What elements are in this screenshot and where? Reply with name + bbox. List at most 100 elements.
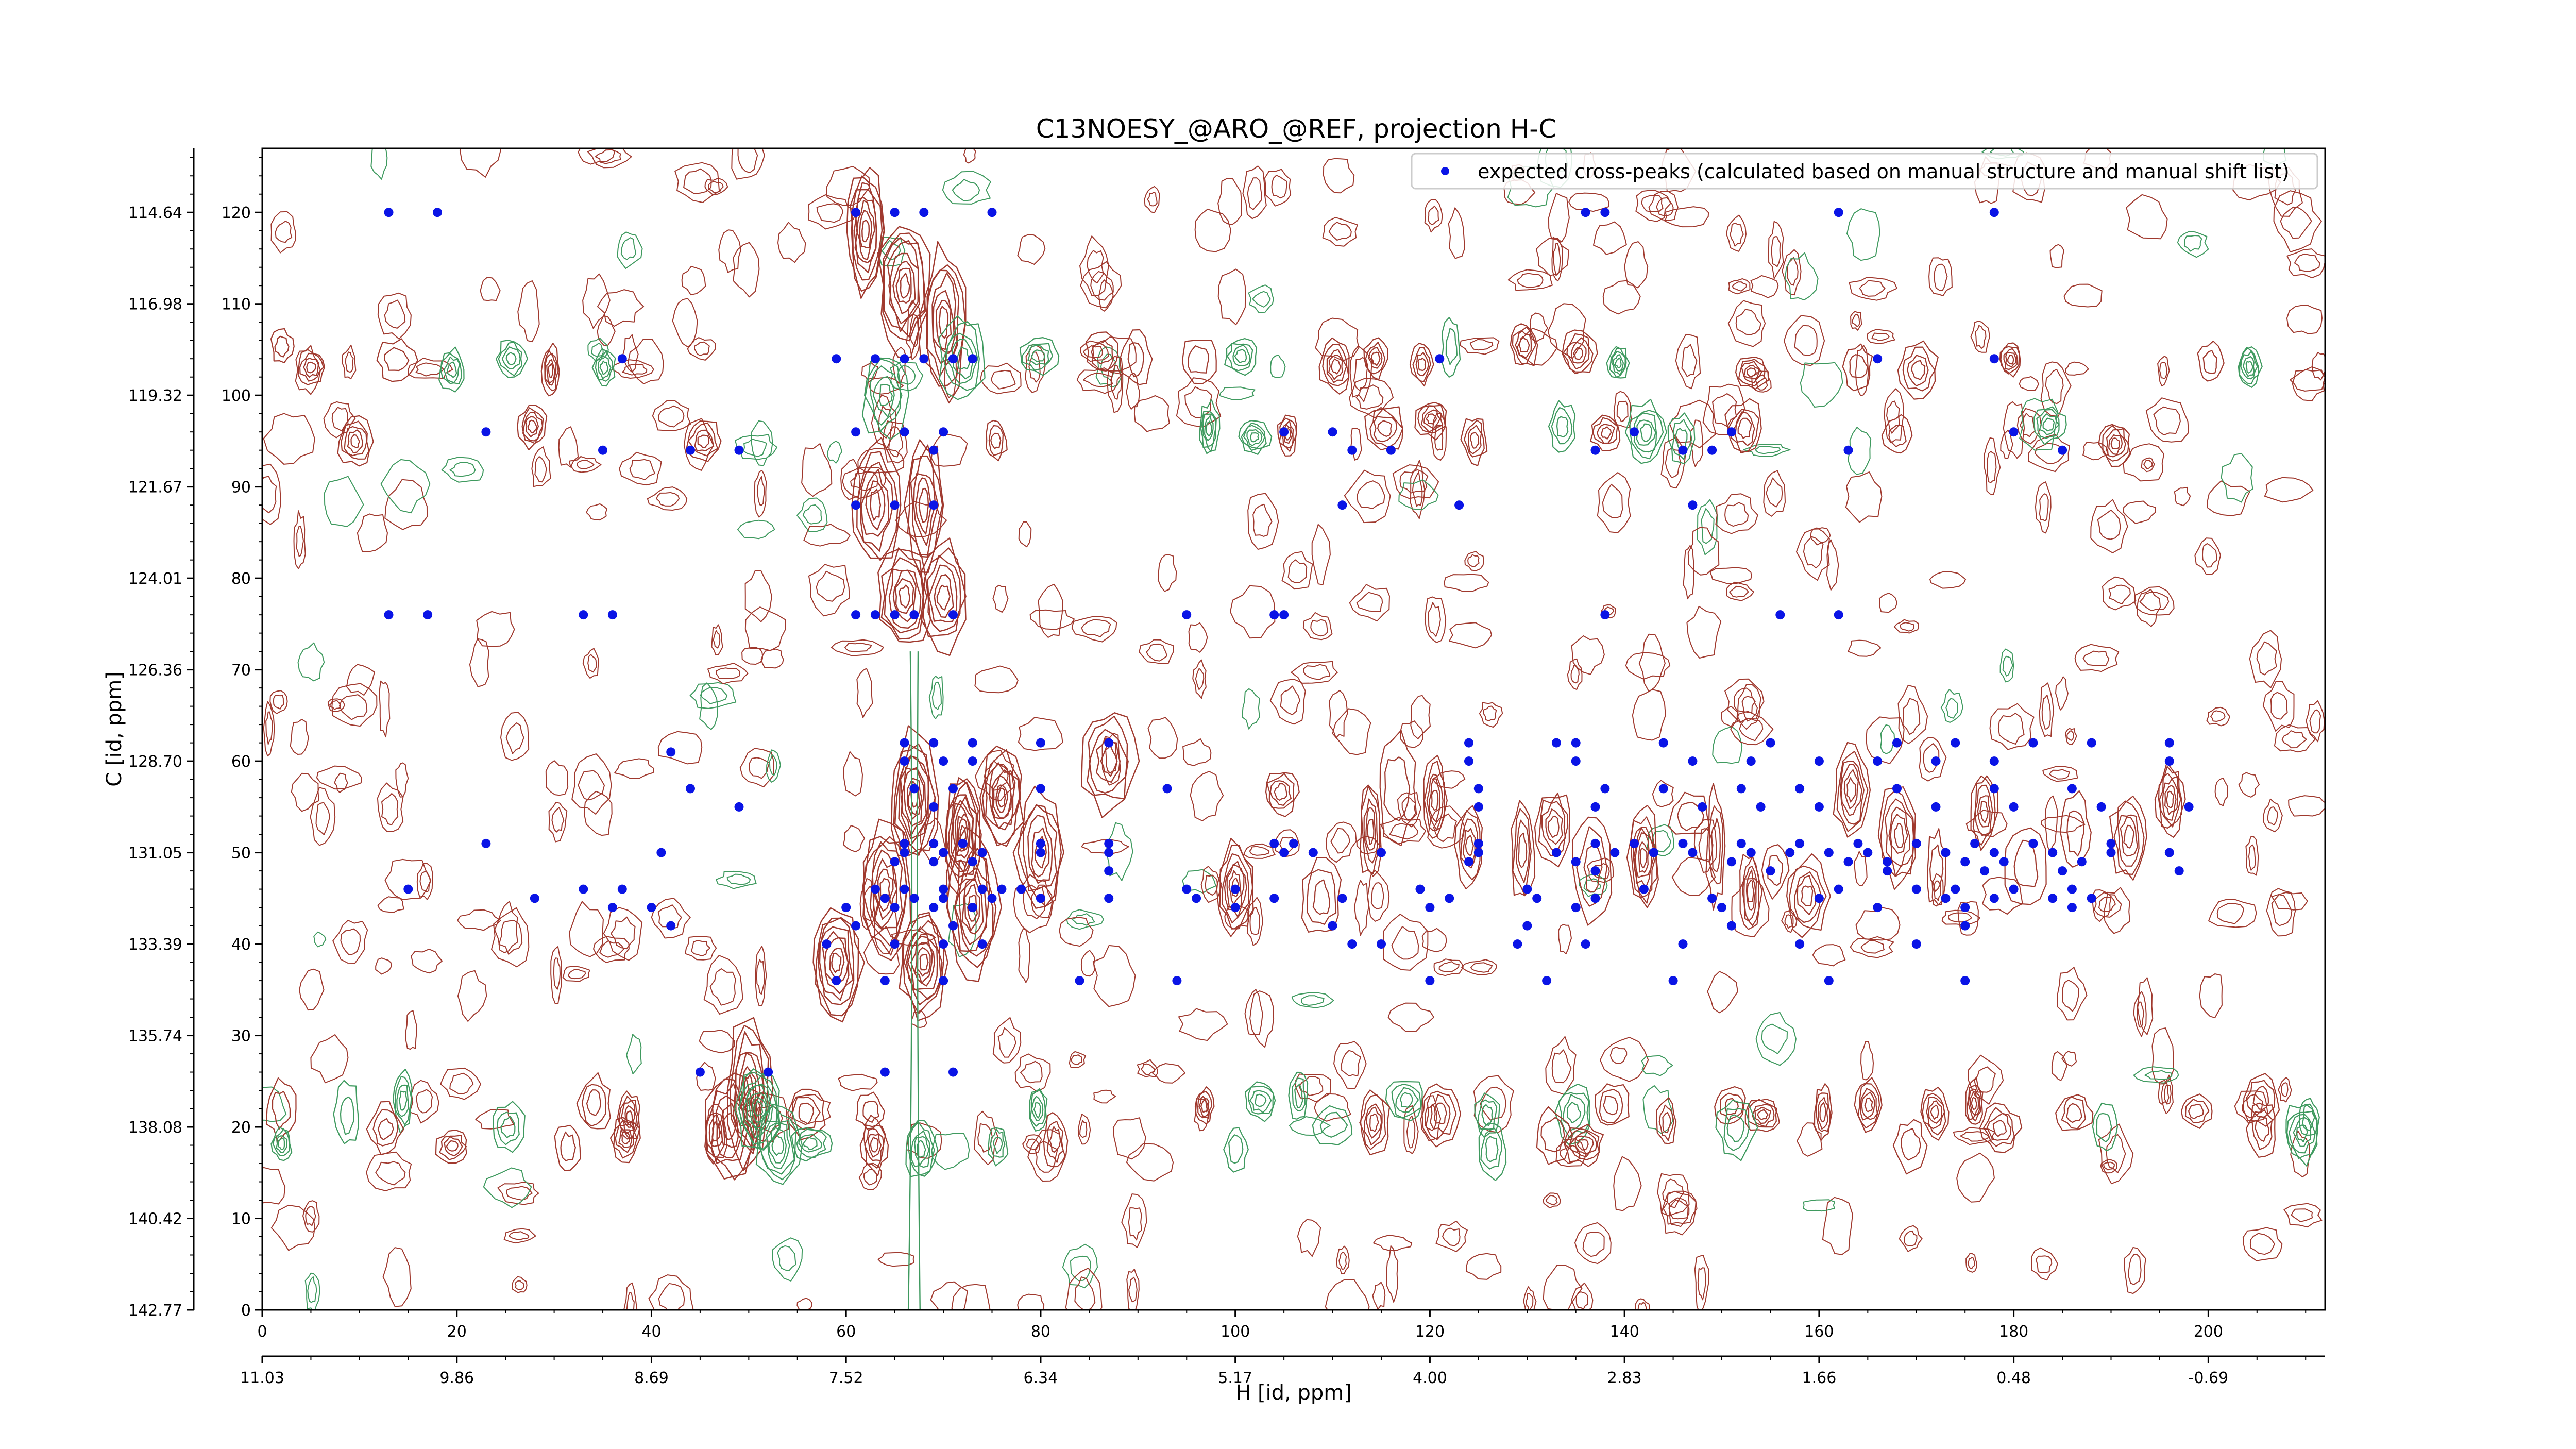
contour-line — [1974, 784, 1993, 836]
contour-line — [1575, 1291, 1588, 1310]
contour-line — [1391, 1084, 1421, 1119]
contour-line — [2062, 980, 2079, 1012]
contour-line — [1038, 583, 1063, 638]
contour-line — [2242, 1227, 2283, 1261]
cross-peak-point — [1785, 848, 1795, 857]
contour-line — [2280, 206, 2312, 239]
contour-line — [1028, 351, 1041, 383]
contour-line — [1752, 1104, 1775, 1127]
contour-line — [1046, 1121, 1064, 1163]
y-index-tick-label: 20 — [231, 1119, 251, 1137]
contour-line — [1551, 1049, 1572, 1084]
contour-line — [1065, 1268, 1103, 1310]
contour-line — [1095, 737, 1121, 783]
y-index-tick-label: 40 — [231, 936, 251, 954]
contour-line — [1814, 1083, 1833, 1141]
contour-line — [1069, 1051, 1087, 1068]
contour-line — [1888, 806, 1910, 867]
contour-line — [1662, 1111, 1671, 1134]
contour-line — [1755, 1012, 1797, 1066]
contour-line — [880, 547, 928, 640]
cross-peak-point — [890, 939, 900, 949]
contour-line — [652, 400, 691, 431]
contour-line — [2143, 459, 2153, 469]
contour-line — [1592, 221, 1627, 255]
contour-line — [405, 1010, 417, 1050]
contour-line — [408, 357, 453, 379]
contour-line — [2137, 1001, 2144, 1028]
cross-peak-point — [1698, 802, 1707, 812]
contour-line — [270, 1126, 293, 1161]
contour-line — [1982, 877, 2023, 915]
cross-peak-point — [1688, 848, 1698, 857]
contour-line — [270, 328, 295, 363]
contour-line — [1224, 905, 1250, 930]
contour-line — [802, 504, 822, 525]
contour-line — [1665, 448, 1681, 478]
contour-line — [2291, 1208, 2313, 1222]
contour-line — [656, 492, 680, 507]
contour-line — [2033, 406, 2067, 445]
contour-line — [2098, 1123, 2134, 1185]
cross-peak-point — [1542, 976, 1552, 986]
contour-line — [2306, 700, 2325, 743]
contour-line — [2286, 248, 2325, 279]
cross-peak-point — [1425, 903, 1435, 913]
contour-line — [1857, 1083, 1880, 1128]
contour-line — [989, 762, 1016, 829]
contour-line — [1322, 217, 1358, 247]
cross-peak-point — [481, 427, 491, 437]
contour-line — [457, 909, 501, 931]
y-ppm-tick-label: 142.77 — [128, 1302, 182, 1320]
contour-line — [1846, 777, 1857, 803]
contour-line — [738, 1073, 778, 1144]
contour-line — [1312, 879, 1330, 915]
contour-line — [435, 1130, 467, 1164]
cross-peak-point — [939, 884, 948, 894]
contour-line — [443, 356, 461, 383]
contour-line — [505, 352, 517, 365]
contour-line — [340, 928, 361, 956]
contour-line — [277, 1138, 285, 1150]
contour-line — [1971, 1097, 1977, 1110]
contour-line — [715, 1095, 745, 1158]
cross-peak-point — [1795, 784, 1805, 794]
contour-line — [2158, 1080, 2170, 1105]
contour-line — [846, 167, 885, 299]
contour-line — [1970, 775, 1999, 851]
contour-line — [1609, 1047, 1628, 1064]
contour-line — [1597, 472, 1631, 533]
contour-line — [1027, 1129, 1066, 1182]
cross-peak-point — [1308, 848, 1318, 857]
contour-line — [760, 648, 784, 669]
contour-line — [917, 1140, 926, 1158]
contour-line — [1750, 275, 1779, 298]
contour-line — [1329, 689, 1348, 738]
cross-peak-point — [1630, 427, 1639, 437]
contour-line — [2065, 361, 2089, 376]
cross-peak-point — [433, 208, 442, 217]
contour-line — [396, 1084, 410, 1117]
contour-line — [2103, 1161, 2115, 1171]
contour-line — [1087, 250, 1104, 284]
contour-line — [415, 362, 445, 377]
cross-peak-point — [1960, 857, 1970, 867]
cross-peak-point — [851, 427, 861, 437]
x-index-tick-label: 40 — [641, 1323, 661, 1341]
contour-line — [2216, 903, 2244, 924]
contour-line — [1294, 1083, 1303, 1108]
contour-line — [1840, 760, 1865, 825]
cross-peak-point — [1036, 784, 1045, 794]
contour-line — [2133, 991, 2147, 1037]
cross-peak-point — [403, 884, 413, 894]
contour-line — [2117, 814, 2140, 867]
cross-peak-point — [617, 354, 627, 364]
cross-peak-point — [1989, 784, 1999, 794]
contour-line — [2108, 584, 2131, 605]
cross-peak-point — [1036, 838, 1045, 848]
contour-line — [1119, 329, 1153, 385]
contour-line — [307, 1276, 317, 1303]
contour-line — [449, 1072, 474, 1094]
contour-line — [991, 769, 1012, 819]
contour-line — [1859, 280, 1886, 297]
